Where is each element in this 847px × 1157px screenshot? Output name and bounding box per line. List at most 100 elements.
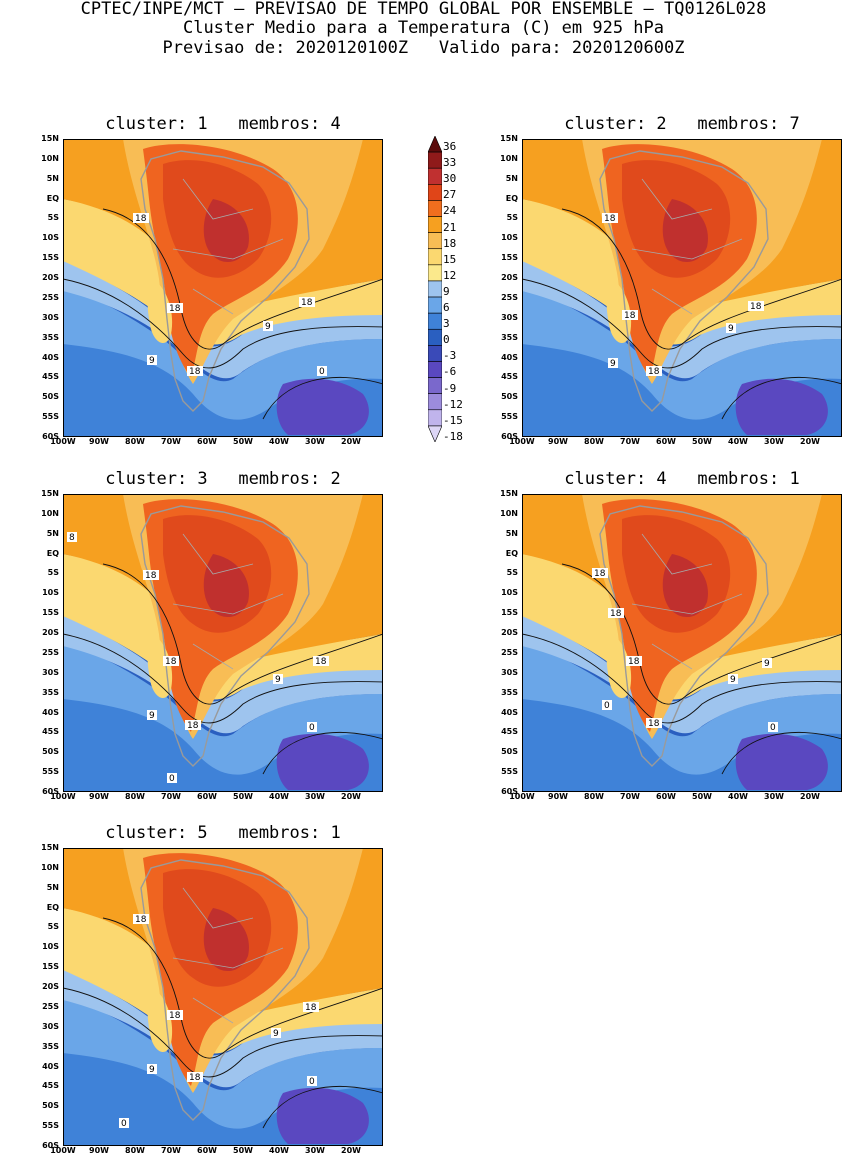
contour-label: 9 — [762, 658, 772, 669]
map-frame — [63, 494, 383, 792]
map-frame — [63, 848, 383, 1146]
lat-tick-label: 35S — [42, 332, 59, 342]
lon-tick-label: 50W — [233, 437, 253, 446]
lon-tick-label: 20W — [800, 792, 820, 801]
lat-tick-label: 55S — [42, 1121, 59, 1131]
south-america-outline — [140, 505, 310, 767]
lon-tick-label: 20W — [341, 437, 361, 446]
lat-tick-label: 15N — [41, 843, 59, 852]
lat-tick-label: EQ — [46, 548, 59, 558]
lon-tick-label: 20W — [341, 1146, 361, 1155]
contour-label: 9 — [147, 355, 157, 366]
colorbar-label: 21 — [443, 220, 457, 234]
map-frame — [522, 494, 842, 792]
svg-text:9: 9 — [265, 322, 271, 332]
lon-tick-label: 60W — [197, 437, 217, 446]
lat-tick-label: 55S — [501, 767, 518, 777]
lat-tick-label: 60S — [42, 787, 59, 796]
lon-tick-label: 90W — [548, 437, 568, 446]
lat-tick-label: 10N — [500, 153, 518, 163]
contour-label: 8 — [67, 532, 77, 543]
lon-tick-label: 60W — [197, 792, 217, 801]
cluster-map-5: 18 18 18 18 9 9 0 0 — [63, 848, 383, 1146]
cluster-title: cluster: 4 membros: 1 — [564, 469, 800, 489]
contour-label: 18 — [187, 1072, 203, 1083]
colorbar-swatch — [428, 200, 442, 217]
lat-tick-label: 15S — [501, 253, 518, 263]
contour-label: 18 — [187, 366, 203, 377]
lat-tick-label: 5S — [47, 213, 59, 223]
colorbar-swatch — [428, 409, 442, 427]
lon-tick-label: 30W — [305, 437, 325, 446]
contour-9 — [522, 633, 842, 724]
contour-label: 0 — [167, 773, 177, 784]
lat-tick-label: 45S — [42, 372, 59, 382]
colorbar-label: 15 — [443, 252, 457, 266]
lat-tick-label: 15N — [41, 489, 59, 498]
lat-tick-label: 5N — [505, 173, 518, 183]
svg-text:9: 9 — [149, 711, 155, 721]
colorbar-swatch — [428, 184, 442, 201]
lat-tick-label: EQ — [505, 548, 518, 558]
contour-label: 18 — [592, 568, 608, 579]
lat-tick-label: 45S — [42, 1081, 59, 1091]
contour-0 — [262, 1085, 383, 1129]
svg-text:0: 0 — [604, 701, 610, 711]
colorbar-swatch — [428, 296, 442, 314]
lat-tick-label: 55S — [42, 767, 59, 777]
svg-text:0: 0 — [121, 1119, 127, 1129]
colorbar-label: 27 — [443, 188, 457, 202]
lat-tick-label: 50S — [501, 392, 518, 402]
lat-tick-label: 35S — [42, 687, 59, 697]
svg-text:18: 18 — [628, 657, 640, 667]
colorbar-label: -9 — [443, 381, 457, 395]
lat-tick-label: 40S — [501, 352, 518, 362]
cluster-map-1: 18 18 18 18 9 9 0 — [63, 139, 383, 437]
svg-text:18: 18 — [594, 569, 606, 579]
lon-tick-label: 40W — [728, 437, 748, 446]
forecast-validity: Previsao de: 2020120100Z Valido para: 20… — [162, 38, 685, 58]
colorbar-swatch — [428, 232, 442, 250]
cluster-title: cluster: 2 membros: 7 — [564, 114, 800, 134]
lat-tick-label: 45S — [42, 727, 59, 737]
lat-tick-label: 30S — [501, 667, 518, 677]
lat-tick-label: 25S — [501, 647, 518, 657]
lat-tick-label: 50S — [42, 392, 59, 402]
svg-text:18: 18 — [189, 1073, 201, 1083]
contour-label: 9 — [147, 1064, 157, 1075]
lon-tick-label: 100W — [50, 1146, 76, 1155]
lat-tick-label: 25S — [42, 1001, 59, 1011]
lon-tick-label: 30W — [305, 1146, 325, 1155]
colorbar-swatch — [428, 136, 442, 153]
contour-label: 0 — [307, 722, 317, 733]
colorbar-label: -18 — [443, 429, 463, 443]
lat-tick-label: 5N — [46, 528, 59, 538]
lat-tick-label: 30S — [501, 312, 518, 322]
cluster-map-2: 18 18 18 18 9 9 — [522, 139, 842, 437]
svg-text:18: 18 — [169, 304, 181, 314]
lon-tick-label: 60W — [197, 1146, 217, 1155]
contour-label: 18 — [185, 720, 201, 731]
lon-tick-label: 70W — [161, 1146, 181, 1155]
colorbar-swatch — [428, 361, 442, 378]
contour-label: 18 — [646, 718, 662, 729]
colorbar-swatch — [428, 280, 442, 298]
svg-text:9: 9 — [273, 1029, 279, 1039]
cluster-title: cluster: 1 membros: 4 — [105, 114, 341, 134]
cluster-title: cluster: 3 membros: 2 — [105, 469, 341, 489]
contour-label: 0 — [119, 1118, 129, 1129]
lat-tick-label: 40S — [501, 707, 518, 717]
lon-tick-label: 40W — [728, 792, 748, 801]
lat-tick-label: 25S — [42, 647, 59, 657]
lon-tick-label: 50W — [233, 1146, 253, 1155]
lat-tick-label: 15S — [42, 608, 59, 618]
lon-tick-label: 90W — [89, 437, 109, 446]
lat-tick-label: 45S — [501, 372, 518, 382]
lat-tick-label: 10S — [501, 233, 518, 243]
colorbar-swatch — [428, 264, 442, 282]
lat-tick-label: 15S — [42, 962, 59, 972]
contour-label: 18 — [303, 1002, 319, 1013]
svg-text:8: 8 — [69, 533, 75, 543]
colorbar-label: 12 — [443, 268, 457, 282]
svg-text:18: 18 — [145, 571, 157, 581]
